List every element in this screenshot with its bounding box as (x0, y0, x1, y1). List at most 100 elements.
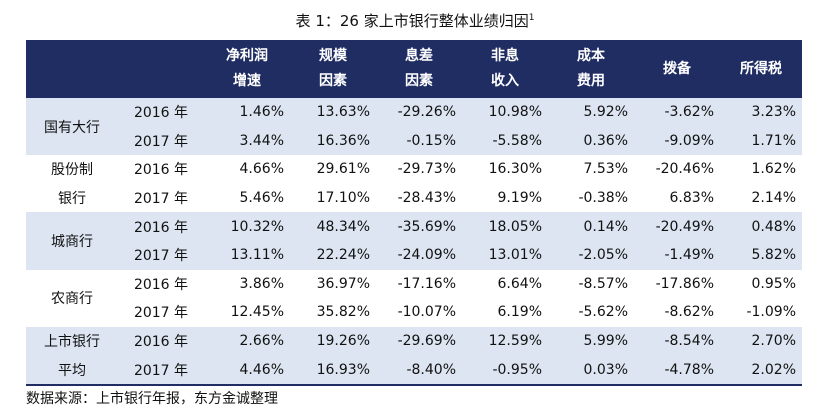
performance-attribution-table: 净利润增速 规模 因素 息差因素 非息收入 成本 费用 拨备 所得税 国有大行 20… (26, 40, 802, 386)
value-cell: 22.24% (290, 240, 376, 270)
value-cell: 13.11% (204, 240, 290, 270)
header-group-cell (26, 40, 118, 98)
value-cell: 0.48% (720, 212, 802, 241)
group-label: 国有大行 (26, 98, 118, 156)
value-cell: 0.36% (548, 126, 634, 156)
value-cell: -10.07% (397, 304, 456, 321)
value-cell: -1.49% (634, 240, 720, 270)
column-header-line1: 规模 (319, 48, 347, 64)
value-cell: 0.95% (751, 275, 796, 292)
value-cell: -9.09% (634, 126, 720, 156)
column-header-line1: 非息 (491, 48, 519, 64)
value-cell: -4.78% (634, 355, 720, 386)
group-label: 上市银行 (26, 326, 118, 356)
value-cell: 1.62% (751, 161, 796, 178)
year-cell: 2016 年 (118, 212, 204, 241)
year-cell: 2017 年 (133, 305, 189, 322)
column-header-line1: 所得税 (740, 60, 782, 77)
value-cell: 4.46% (204, 355, 290, 386)
year-cell: 2016 年 (133, 276, 189, 293)
value-cell: -8.57% (578, 275, 628, 292)
value-cell: 3.44% (204, 126, 290, 156)
value-cell: -3.62% (634, 98, 720, 127)
value-cell: -29.73% (397, 161, 456, 178)
value-cell: 4.66% (239, 161, 284, 178)
value-cell: 5.99% (548, 326, 634, 356)
table-row: 股份制 2016 年 4.66% 29.61% -29.73% 16.30% 7… (26, 155, 802, 184)
value-cell: -8.62% (664, 304, 714, 321)
column-header-line2: 因素 (405, 73, 433, 89)
value-cell: 2.14% (751, 190, 796, 207)
value-cell: -0.15% (376, 126, 462, 156)
value-cell: 18.05% (462, 212, 548, 241)
group-label: 农商行 (26, 270, 118, 327)
value-cell: 12.59% (462, 326, 548, 356)
group-label-line: 银行 (58, 191, 86, 208)
column-header: 拨备 (634, 40, 720, 98)
value-cell: -20.49% (634, 212, 720, 241)
year-cell: 2017 年 (118, 126, 204, 156)
value-cell: -29.69% (376, 326, 462, 356)
value-cell: 7.53% (583, 161, 628, 178)
column-header: 成本 费用 (548, 40, 634, 98)
value-cell: 1.71% (720, 126, 802, 156)
value-cell: -35.69% (376, 212, 462, 241)
year-cell: 2016 年 (133, 162, 189, 179)
value-cell: 6.64% (497, 275, 542, 292)
value-cell: 0.14% (548, 212, 634, 241)
column-header-line1: 息差 (405, 48, 433, 64)
value-cell: -20.46% (655, 161, 714, 178)
value-cell: 6.19% (497, 304, 542, 321)
header-year-cell (118, 40, 204, 98)
value-cell: 16.93% (290, 355, 376, 386)
value-cell: 48.34% (290, 212, 376, 241)
value-cell: 1.46% (204, 98, 290, 127)
value-cell: 3.23% (720, 98, 802, 127)
group-label-line: 上市银行 (44, 334, 100, 351)
value-cell: -28.43% (397, 190, 456, 207)
value-cell: -29.26% (376, 98, 462, 127)
table-row: 城商行 2016 年 10.32% 48.34% -35.69% 18.05% … (26, 212, 802, 270)
value-cell: 13.63% (290, 98, 376, 127)
table-row: 2017 年 13.11% 22.24% -24.09% 13.01% -2.0… (26, 240, 802, 270)
value-cell: 9.19% (497, 190, 542, 207)
table-row: 银行 2017 年 5.46% 17.10% -28.43% 9.19% -0.… (26, 184, 802, 213)
column-header-line2: 增速 (233, 73, 261, 89)
column-header: 所得税 (720, 40, 802, 98)
group-label: 股份制 (26, 155, 118, 184)
value-cell: 10.98% (462, 98, 548, 127)
value-cell: 5.46% (239, 190, 284, 207)
value-cell: 2.02% (720, 355, 802, 386)
value-cell: -24.09% (376, 240, 462, 270)
column-header-line1: 净利润 (226, 48, 268, 64)
value-cell: -17.16% (397, 275, 456, 292)
value-cell: 16.30% (488, 161, 542, 178)
table-row: 2017 年 3.44% 16.36% -0.15% -5.58% 0.36% … (26, 126, 802, 156)
value-cell: -2.05% (548, 240, 634, 270)
year-cell: 2017 年 (118, 240, 204, 270)
value-cell: 36.97% (316, 275, 370, 292)
value-cell: 35.82% (316, 304, 370, 321)
value-cell: 13.01% (462, 240, 548, 270)
table-title-text: 表 1：26 家上市银行整体业绩归因 (295, 12, 529, 30)
column-header: 息差 因素 (376, 40, 462, 98)
year-cell: 2017 年 (133, 191, 189, 208)
column-header: 净利润 增速 (204, 40, 290, 98)
column-header-line1: 成本 (577, 48, 605, 64)
column-header-line1: 拨备 (663, 60, 691, 77)
year-cell: 2016 年 (118, 98, 204, 127)
year-cell: 2017 年 (118, 355, 204, 386)
value-cell: 2.70% (720, 326, 802, 356)
value-cell: 5.92% (548, 98, 634, 127)
value-cell: 19.26% (290, 326, 376, 356)
group-label-line: 国有大行 (44, 119, 100, 136)
column-header: 规模 因素 (290, 40, 376, 98)
group-label: 城商行 (26, 212, 118, 270)
column-header-line2: 收入 (491, 73, 519, 89)
value-cell: -8.40% (376, 355, 462, 386)
table-row: 2017 年 12.45% 35.82% -10.07% 6.19% -5.62… (26, 298, 802, 327)
value-cell: 10.32% (204, 212, 290, 241)
table-body: 国有大行 2016 年 1.46% 13.63% -29.26% 10.98% … (26, 98, 802, 386)
header-row: 净利润增速 规模 因素 息差因素 非息收入 成本 费用 拨备 所得税 (26, 40, 802, 98)
table-row: 平均 2017 年 4.46% 16.93% -8.40% -0.95% 0.0… (26, 355, 802, 386)
